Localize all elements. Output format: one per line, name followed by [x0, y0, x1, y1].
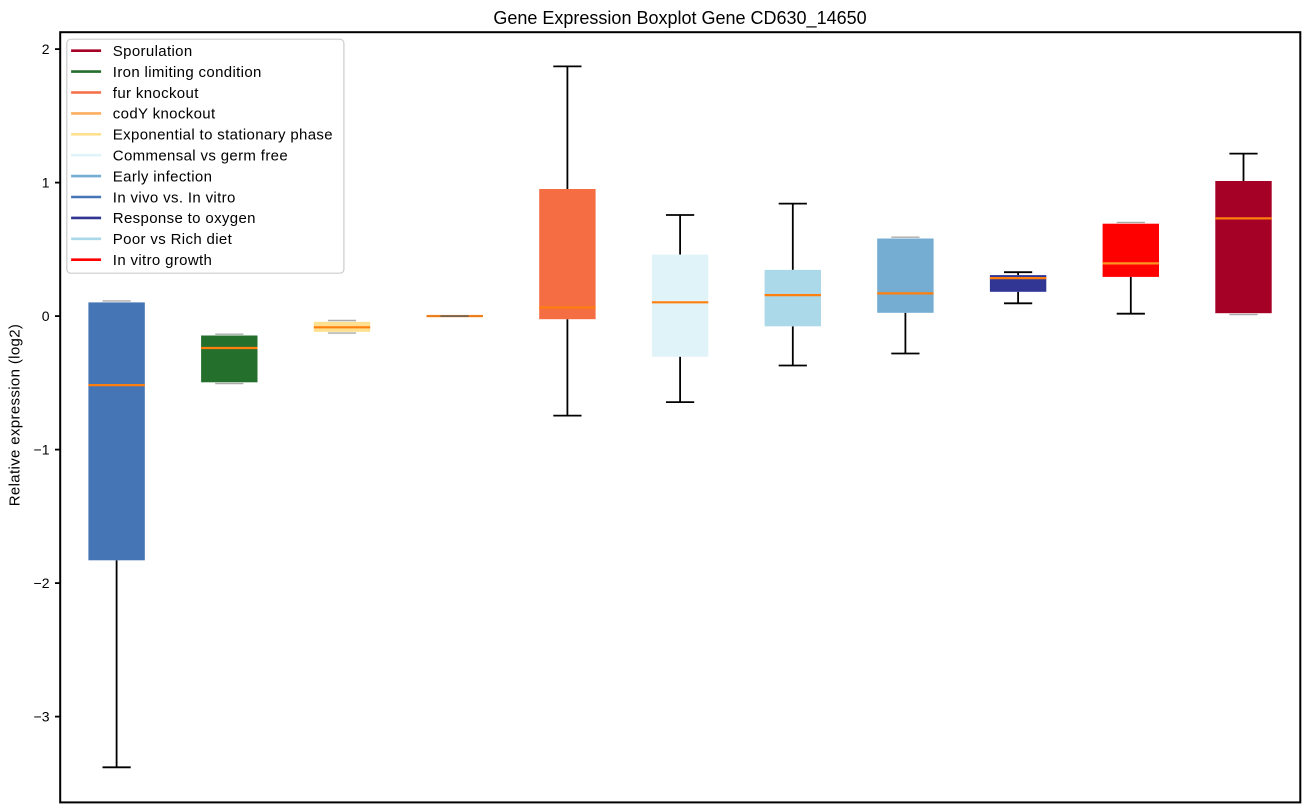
- svg-text:In vitro growth: In vitro growth: [113, 252, 212, 269]
- svg-text:2: 2: [42, 41, 50, 57]
- svg-text:Poor vs Rich diet: Poor vs Rich diet: [113, 231, 233, 248]
- svg-text:Sporulation: Sporulation: [113, 43, 193, 60]
- svg-text:In vivo vs. In vitro: In vivo vs. In vitro: [113, 189, 236, 206]
- svg-text:−1: −1: [34, 442, 50, 458]
- svg-text:Response to oxygen: Response to oxygen: [113, 210, 256, 227]
- svg-text:Gene Expression Boxplot Gene C: Gene Expression Boxplot Gene CD630_14650: [493, 8, 866, 29]
- svg-text:Iron limiting condition: Iron limiting condition: [113, 64, 262, 81]
- svg-text:fur knockout: fur knockout: [113, 85, 199, 102]
- svg-text:codY knockout: codY knockout: [113, 106, 216, 123]
- svg-text:0: 0: [42, 308, 50, 324]
- svg-text:−3: −3: [34, 709, 50, 725]
- svg-text:Relative expression (log2): Relative expression (log2): [7, 324, 24, 507]
- svg-text:1: 1: [42, 175, 50, 191]
- svg-text:−2: −2: [34, 575, 50, 591]
- svg-text:Early infection: Early infection: [113, 168, 212, 185]
- svg-text:Commensal vs germ free: Commensal vs germ free: [113, 148, 288, 165]
- svg-text:Exponential to stationary phas: Exponential to stationary phase: [113, 127, 333, 144]
